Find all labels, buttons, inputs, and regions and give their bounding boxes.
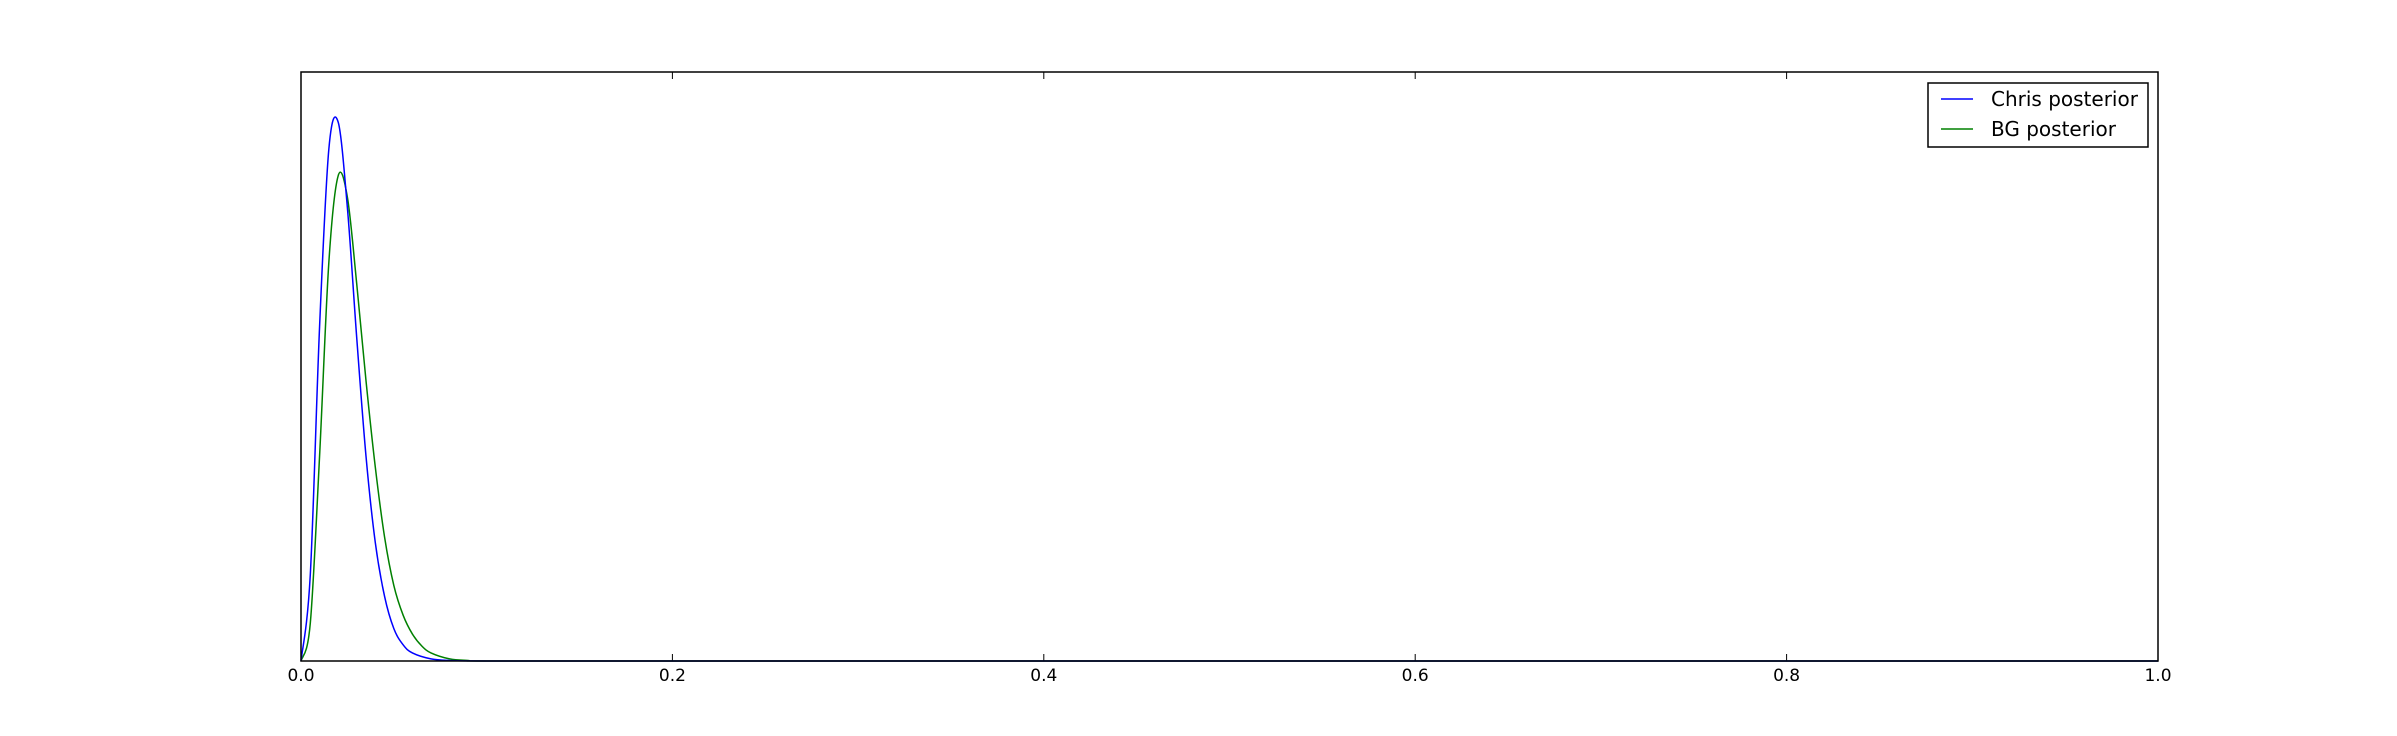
x-tick-label: 1.0 [2144,666,2171,686]
x-tick-label: 0.2 [659,666,686,686]
x-tick-label: 0.0 [287,666,314,686]
x-ticks: 0.0 0.2 0.4 0.6 0.8 1.0 [287,72,2172,686]
plot-frame [300,71,2159,662]
plot-area [301,72,2158,661]
legend-label-chris: Chris posterior [1991,87,2139,111]
x-tick-label: 0.6 [1402,666,1429,686]
legend-label-bg: BG posterior [1991,117,2117,141]
x-tick-label: 0.4 [1030,666,1057,686]
x-tick-label: 0.8 [1773,666,1800,686]
legend: Chris posterior BG posterior [1927,82,2149,148]
legend-box [1927,82,2149,148]
